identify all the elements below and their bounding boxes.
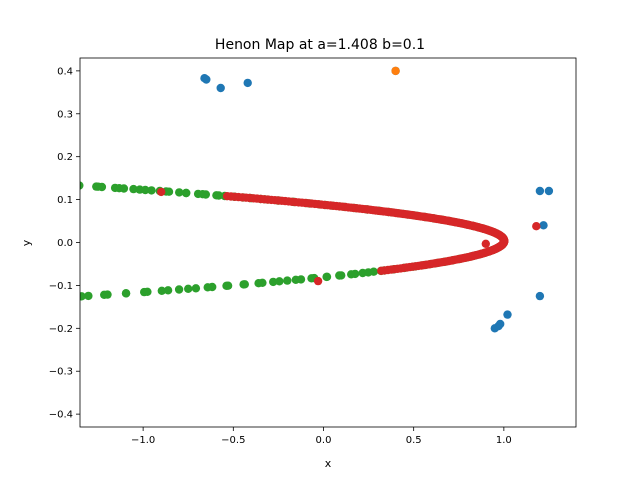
data-point xyxy=(283,276,292,285)
y-tick-label: −0.2 xyxy=(49,324,73,335)
data-point xyxy=(307,274,316,283)
data-point xyxy=(191,284,201,293)
y-tick-label: −0.3 xyxy=(49,367,73,378)
data-point xyxy=(4,177,12,185)
data-point xyxy=(135,185,144,194)
data-point xyxy=(539,221,548,230)
data-points xyxy=(4,66,554,333)
data-point xyxy=(54,294,62,302)
y-tick-label: 0.3 xyxy=(57,109,73,120)
y-tick-label: −0.1 xyxy=(49,281,73,292)
x-tick-label: −0.5 xyxy=(221,435,245,446)
data-point xyxy=(240,280,249,289)
data-point xyxy=(313,276,323,286)
data-point xyxy=(52,180,60,188)
data-point xyxy=(222,281,231,290)
data-point xyxy=(193,189,203,199)
data-point xyxy=(364,268,373,277)
data-point xyxy=(80,181,84,190)
x-tick-label: 0.0 xyxy=(316,435,332,446)
data-point xyxy=(275,277,284,286)
plot-area: −1.0 −0.5 0.0 0.5 1.0 −0.4 −0.3 −0.2 −0.1 0.0 0.1 0… xyxy=(4,57,577,446)
data-point xyxy=(201,190,210,199)
y-tick-label: 0.1 xyxy=(57,195,73,206)
data-point xyxy=(377,266,386,275)
data-point xyxy=(503,310,512,319)
data-point xyxy=(163,286,173,295)
data-point xyxy=(115,184,124,193)
y-tick-label: −0.4 xyxy=(49,410,73,421)
data-point xyxy=(291,275,300,284)
x-tick-label: 0.5 xyxy=(406,435,422,446)
data-point xyxy=(322,272,331,282)
data-point xyxy=(33,179,41,187)
data-point xyxy=(28,178,36,186)
data-point xyxy=(532,222,541,231)
data-point xyxy=(544,186,554,196)
data-point xyxy=(174,285,184,294)
data-point xyxy=(391,66,400,76)
data-point xyxy=(12,177,20,185)
data-point xyxy=(182,188,191,198)
data-point xyxy=(216,83,225,93)
data-point xyxy=(535,291,545,301)
data-point xyxy=(129,184,138,194)
data-point xyxy=(175,188,184,197)
x-axis-label: x xyxy=(325,457,332,470)
data-point xyxy=(30,295,38,303)
data-point xyxy=(50,180,58,188)
data-point xyxy=(535,186,545,196)
data-point xyxy=(496,319,505,329)
y-tick-label: 0.2 xyxy=(57,152,73,163)
y-tick-label: 0.0 xyxy=(57,238,73,249)
data-point xyxy=(6,297,14,305)
data-point xyxy=(243,78,252,88)
data-point xyxy=(481,239,490,248)
data-point xyxy=(258,278,267,287)
data-point xyxy=(143,287,152,296)
data-point xyxy=(45,294,53,302)
data-point xyxy=(184,284,193,293)
data-point xyxy=(350,269,360,279)
data-point xyxy=(100,290,109,299)
data-point xyxy=(269,277,278,287)
data-point xyxy=(4,177,12,185)
x-tick-label: −1.0 xyxy=(131,435,155,446)
data-point xyxy=(4,297,12,305)
x-tick-label: 1.0 xyxy=(496,435,512,446)
data-point xyxy=(84,291,93,301)
data-point xyxy=(27,178,35,186)
data-point xyxy=(157,187,166,197)
data-point xyxy=(53,180,61,188)
data-point xyxy=(65,293,73,301)
y-axis-label: y xyxy=(20,239,33,246)
data-point xyxy=(121,289,131,298)
data-point xyxy=(212,191,221,200)
data-point xyxy=(25,296,33,304)
data-point xyxy=(203,283,212,292)
data-point xyxy=(157,286,166,295)
data-point xyxy=(80,292,86,301)
data-point xyxy=(147,186,156,195)
data-point xyxy=(337,271,346,280)
data-point xyxy=(93,182,103,191)
data-point xyxy=(202,75,211,84)
y-tick-label: 0.4 xyxy=(57,66,73,77)
chart-title: Henon Map at a=1.408 b=0.1 xyxy=(215,37,425,53)
data-point xyxy=(80,183,81,188)
plot-background xyxy=(80,58,576,427)
